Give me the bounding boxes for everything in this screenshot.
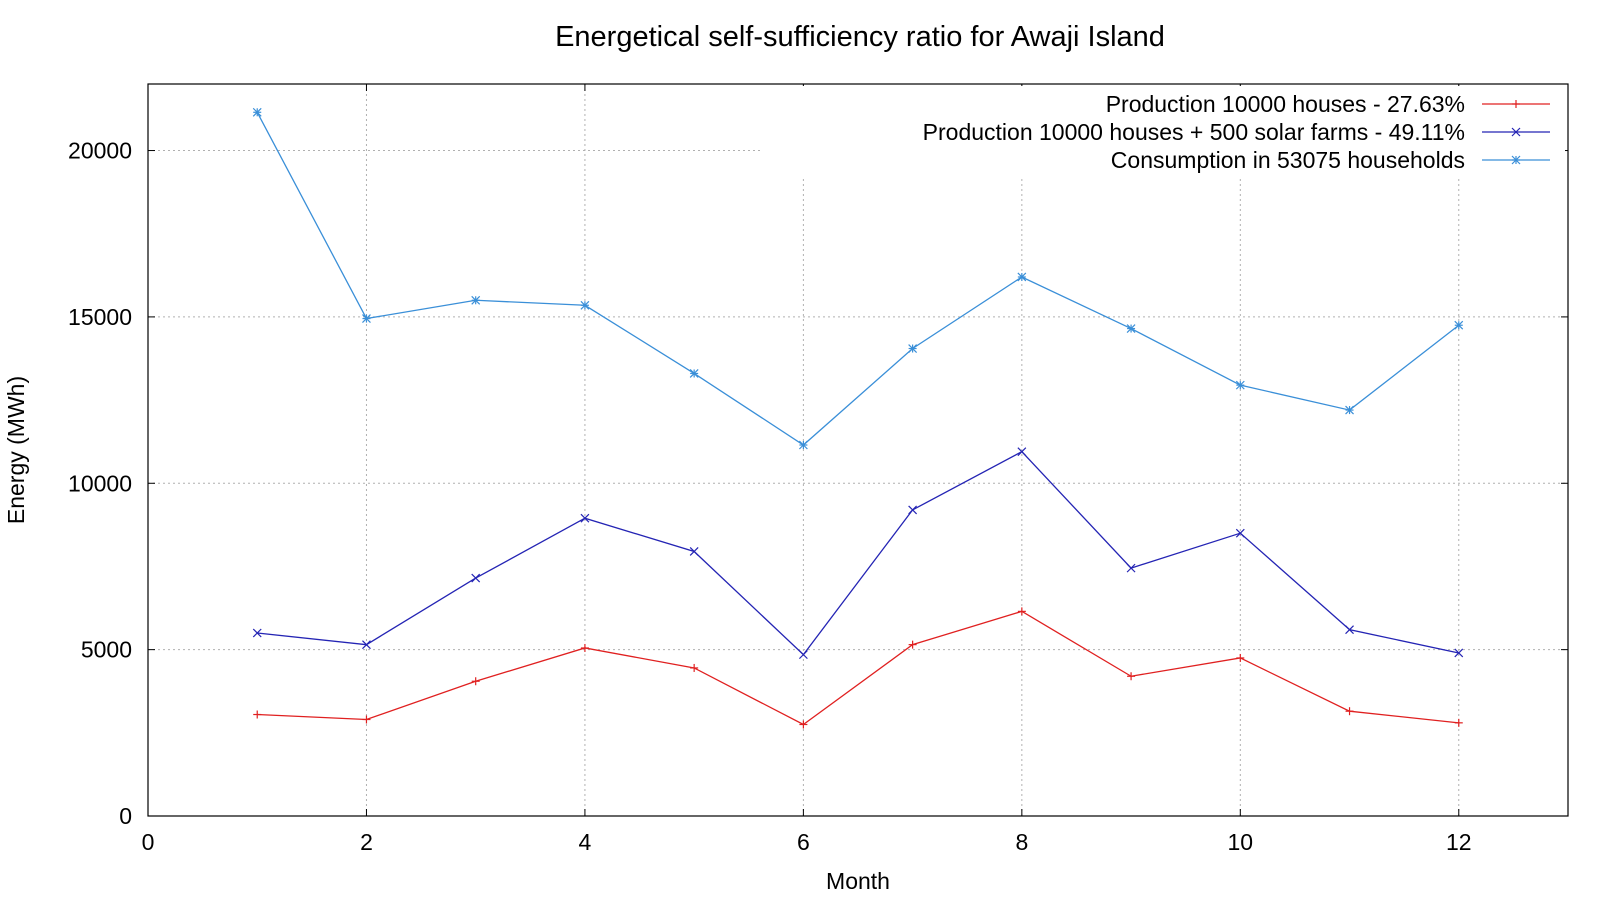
- series-1-line: [257, 610, 1459, 726]
- y-tick-label: 10000: [68, 470, 132, 496]
- data-point: [362, 715, 371, 724]
- legend-marker: [1512, 100, 1520, 108]
- y-tick-label: 20000: [68, 138, 132, 164]
- data-point: [1345, 405, 1354, 415]
- plot-frame: [147, 83, 1569, 817]
- x-tick-label: 8: [1015, 829, 1028, 855]
- x-tick-label: 10: [1228, 829, 1254, 855]
- data-point: [580, 513, 590, 523]
- legend-label: Production 10000 houses - 27.63%: [1106, 91, 1465, 117]
- data-point: [471, 573, 481, 583]
- series-layer: [252, 107, 1464, 729]
- y-axis-label: Energy (MWh): [3, 376, 29, 524]
- x-tick-label: 6: [797, 829, 810, 855]
- data-point: [689, 369, 699, 378]
- series-2: [252, 447, 1464, 660]
- legend-entry-1: Production 10000 houses - 27.63%: [1106, 91, 1550, 117]
- data-point: [689, 547, 699, 556]
- y-tick-label: 15000: [68, 304, 132, 330]
- data-point: [1454, 648, 1464, 658]
- legend-background: [760, 86, 1565, 178]
- x-tick-label: 2: [360, 829, 373, 855]
- data-point: [1017, 272, 1027, 282]
- data-point: [908, 640, 917, 649]
- data-point: [1454, 320, 1464, 330]
- x-axis-label: Month: [826, 868, 890, 894]
- data-point: [1017, 447, 1027, 457]
- data-point: [798, 650, 808, 660]
- legend: Production 10000 houses - 27.63%Producti…: [923, 91, 1550, 173]
- legend-marker: [1511, 155, 1521, 165]
- x-axis: 0 2 4 6 8 10 12: [142, 84, 1472, 855]
- data-point: [252, 107, 262, 117]
- data-point: [362, 640, 371, 650]
- data-point: [908, 344, 918, 353]
- data-point: [1345, 707, 1354, 716]
- legend-marker: [1511, 127, 1521, 137]
- x-tick-label: 4: [579, 829, 592, 855]
- legend-entry-2: Production 10000 houses + 500 solar farm…: [923, 119, 1550, 145]
- data-point: [1126, 324, 1136, 333]
- data-point: [908, 505, 918, 515]
- data-point: [252, 628, 262, 638]
- data-point: [1017, 607, 1026, 616]
- y-axis: 0 5000 10000 15000 20000: [68, 138, 1568, 829]
- data-point: [799, 720, 808, 729]
- data-point: [690, 663, 699, 672]
- data-point: [362, 314, 371, 323]
- legend-label: Production 10000 houses + 500 solar farm…: [923, 119, 1465, 145]
- data-point: [253, 710, 262, 719]
- data-point: [1345, 625, 1354, 635]
- series-1: [253, 607, 1463, 729]
- x-tick-label: 0: [142, 829, 155, 855]
- data-point: [471, 677, 480, 686]
- x-tick-label: 12: [1446, 829, 1472, 855]
- data-point: [580, 300, 590, 310]
- data-point: [798, 440, 808, 450]
- data-point: [471, 295, 481, 305]
- data-point: [1235, 528, 1245, 538]
- grid-lines: [148, 84, 1568, 816]
- data-point: [580, 643, 589, 652]
- data-point: [1127, 672, 1136, 681]
- series-3: [252, 107, 1464, 450]
- series-2-line: [257, 450, 1459, 656]
- y-tick-label: 5000: [81, 637, 132, 663]
- legend-label: Consumption in 53075 households: [1111, 147, 1465, 173]
- chart-title: Energetical self-sufficiency ratio for A…: [555, 21, 1165, 53]
- data-point: [1454, 718, 1463, 727]
- series-3-line: [256, 111, 1460, 446]
- data-point: [1236, 653, 1245, 662]
- y-tick-label: 0: [119, 803, 132, 829]
- data-point: [1235, 380, 1245, 390]
- data-point: [1126, 563, 1136, 573]
- legend-entry-3: Consumption in 53075 households: [1111, 147, 1550, 173]
